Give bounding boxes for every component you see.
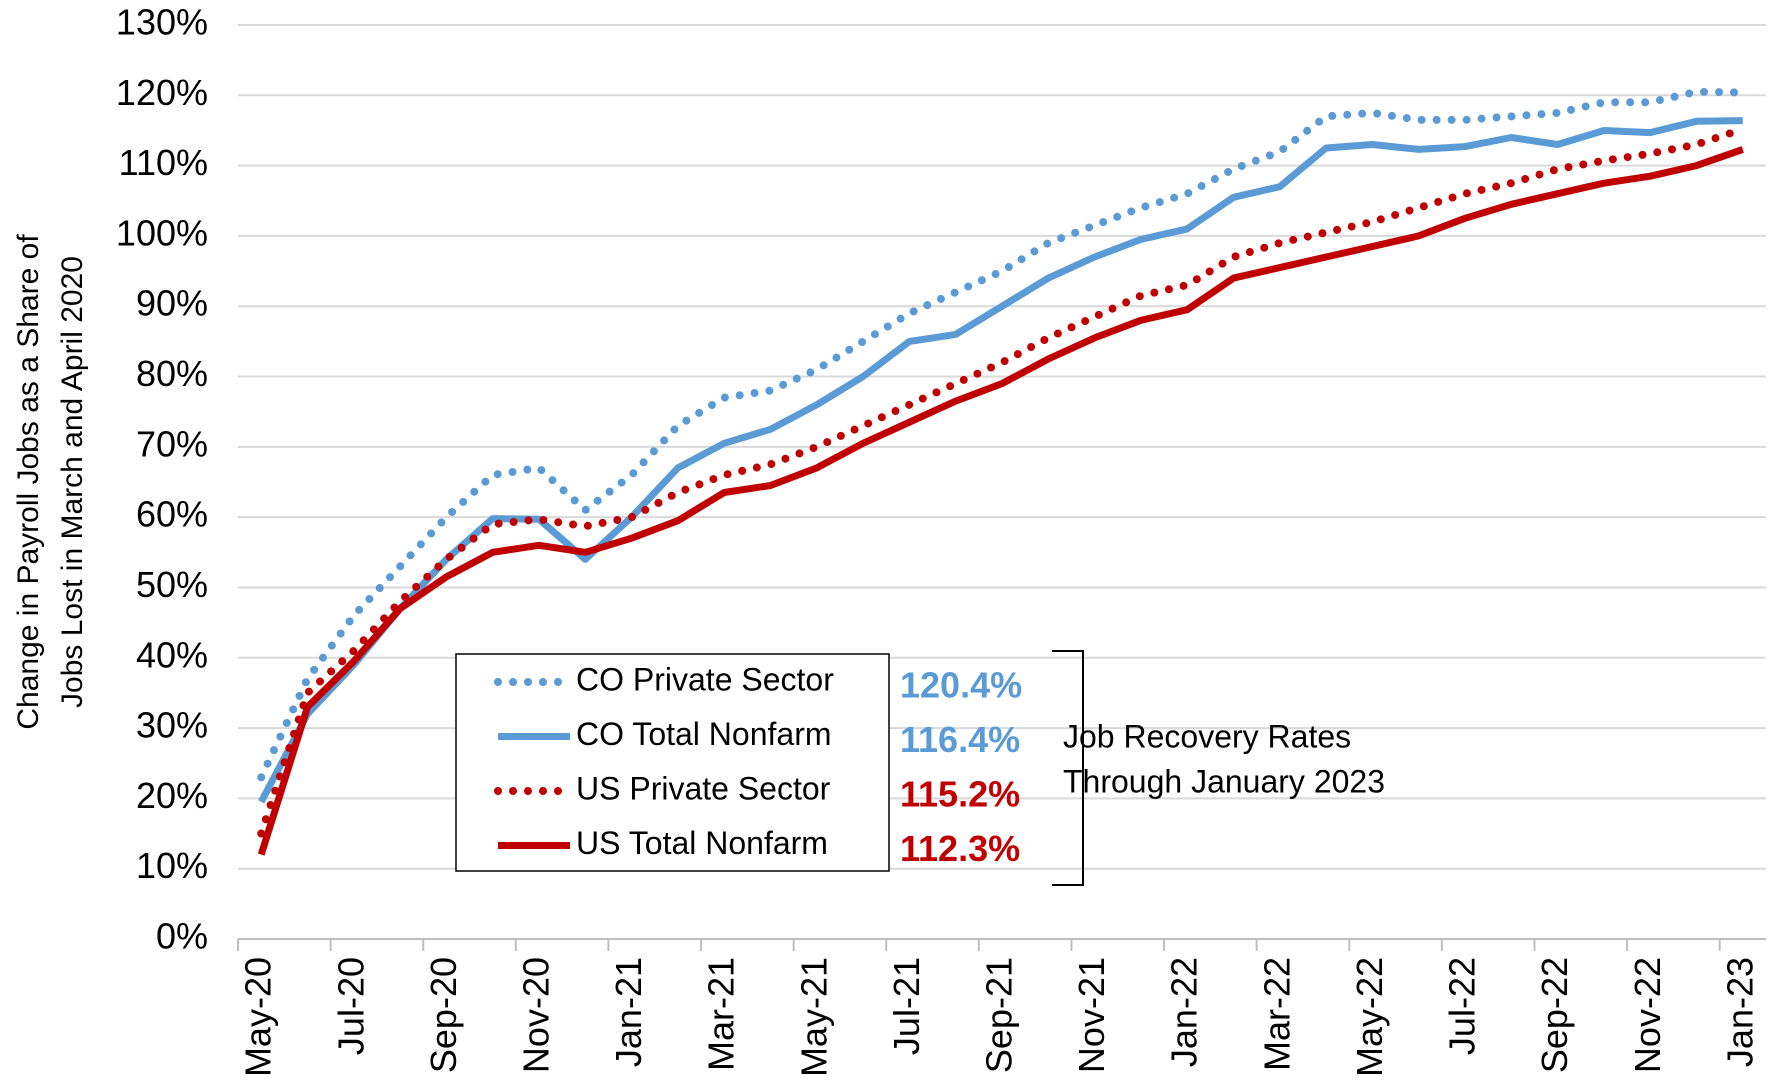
annotation: Through January 2023	[1063, 763, 1385, 799]
x-tick-label: May-22	[1349, 957, 1390, 1077]
y-axis-label: Change in Payroll Jobs as a Share of	[12, 234, 45, 730]
y-tick-label: 10%	[136, 845, 208, 886]
x-tick-label: May-21	[793, 957, 834, 1077]
x-tick-label: Sep-21	[979, 957, 1020, 1073]
y-tick-label: 130%	[116, 2, 208, 43]
x-tick-label: Jan-23	[1719, 957, 1760, 1067]
y-tick-label: 20%	[136, 775, 208, 816]
value-label: 116.4%	[900, 719, 1020, 760]
x-tick-label: Jan-22	[1164, 957, 1205, 1067]
annotation: Job Recovery Rates	[1063, 718, 1351, 754]
line-series	[257, 125, 1747, 838]
value-label: 120.4%	[900, 665, 1022, 706]
legend-label: US Total Nonfarm	[576, 825, 828, 861]
x-tick-label: Jul-21	[886, 957, 927, 1055]
legend	[455, 653, 890, 872]
x-tick-label: Sep-20	[423, 957, 464, 1073]
value-label: 115.2%	[900, 774, 1020, 815]
x-tick-label: Nov-21	[1071, 957, 1112, 1073]
y-axis-label: Jobs Lost in March and April 2020	[56, 256, 89, 708]
y-tick-label: 40%	[136, 634, 208, 675]
x-tick-label: Nov-22	[1627, 957, 1668, 1073]
x-tick-label: Jan-21	[608, 957, 649, 1067]
y-tick-label: 100%	[116, 212, 208, 253]
y-tick-label: 30%	[136, 705, 208, 746]
x-tick-label: Mar-22	[1256, 957, 1297, 1071]
x-tick-label: May-20	[238, 957, 279, 1077]
value-label: 112.3%	[900, 828, 1020, 869]
legend-label: CO Private Sector	[576, 661, 834, 697]
x-tick-label: Sep-22	[1534, 957, 1575, 1073]
y-tick-label: 120%	[116, 72, 208, 113]
y-tick-label: 110%	[119, 142, 208, 183]
x-tick-label: Jul-20	[330, 957, 371, 1055]
x-tick-label: Nov-20	[515, 957, 556, 1073]
x-tick-label: Jul-22	[1442, 957, 1483, 1055]
line-series	[258, 117, 1743, 804]
y-tick-label: 50%	[136, 564, 208, 605]
line-series	[257, 87, 1747, 782]
y-tick-label: 0%	[156, 916, 208, 957]
legend-label: CO Total Nonfarm	[576, 716, 832, 752]
line-series	[257, 146, 1744, 856]
y-tick-label: 60%	[136, 494, 208, 535]
y-tick-label: 80%	[136, 353, 208, 394]
y-tick-label: 90%	[136, 283, 208, 324]
bracket	[1052, 650, 1084, 886]
x-tick-label: Mar-21	[701, 957, 742, 1071]
legend-label: US Private Sector	[576, 770, 831, 806]
y-tick-label: 70%	[136, 423, 208, 464]
